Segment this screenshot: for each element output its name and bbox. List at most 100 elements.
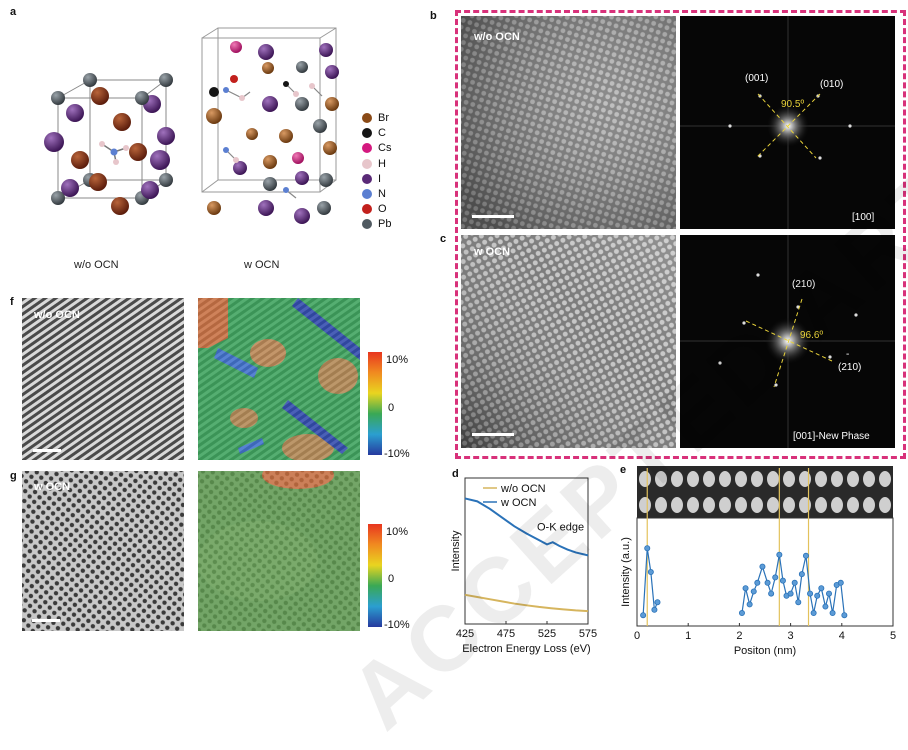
caption-without-ocn: w/o OCN [74,259,119,271]
right-atoms [206,41,339,224]
spot-label-210: (210) [792,279,816,290]
legend-label: N [378,188,386,200]
legend-item-c: C [362,127,386,139]
panel-label-d: d [452,468,459,480]
x-tick-label: 5 [890,630,896,642]
zone-axis-c: [001]-New Phase [793,431,870,442]
colorbar-g-zero: 0 [388,573,395,585]
spot-label-210-bar: (210) [838,362,862,373]
legend-item-i: I [362,173,381,185]
legend-swatch [362,189,372,199]
angle-label-b: 90.5º [781,99,805,110]
legend-label: I [378,172,382,185]
highlight-box [455,10,906,459]
label-f-without-ocn: w/o OCN [34,309,80,321]
y-axis-label: Intensity (a.u.) [620,537,632,607]
legend-label: C [378,127,386,140]
data-point [654,599,661,606]
data-point [829,610,836,617]
panel-label-c: c [440,233,447,245]
hrtem-without-ocn [22,298,184,460]
data-point [822,603,829,610]
data-point [644,545,651,552]
annotation: O-K edge [537,521,584,533]
caption-with-ocn: w OCN [244,259,280,271]
legend-label: w OCN [500,497,537,509]
data-point [841,612,848,619]
x-tick-label: 525 [538,628,556,640]
colorbar-g [368,524,382,627]
strain-map-without-ocn [198,298,360,460]
series-line-0 [464,593,589,613]
scale-bar [472,215,514,218]
data-point [754,579,761,586]
colorbar-g-min: -10% [384,619,410,631]
fft-without-ocn [680,16,895,229]
data-point [759,563,766,570]
data-point [814,592,821,599]
chart-eels: 425 475 525 575 Electron Energy Loss (eV) Int… [450,477,597,655]
tem-label-without-ocn: w/o OCN [474,31,520,43]
x-tick-label: 425 [456,628,474,640]
panel-label-e: e [620,464,627,476]
legend-item-pb: Pb [362,218,391,230]
data-point [798,571,805,578]
legend-item-n: N [362,188,386,200]
data-point [768,590,775,597]
spot-label-010: (010) [820,79,844,90]
tem-image-with-ocn [461,235,676,448]
data-point [776,551,783,558]
fft-with-ocn [680,235,895,448]
profile-line [642,548,659,616]
spot-label-001: (001) [745,73,769,84]
colorbar-f-zero: 0 [388,402,395,414]
profile-image [637,466,893,518]
data-point [746,601,753,608]
crystal-structures [44,27,339,224]
x-tick-label: 2 [736,630,742,642]
scale-bar [32,619,60,622]
panel-label-b: b [430,10,437,22]
legend-swatch [362,143,372,154]
data-point [818,585,825,592]
x-tick-label: 475 [497,628,515,640]
colorbar-f-min: -10% [384,448,410,460]
data-point [742,585,749,592]
x-tick-label: 575 [579,628,597,640]
legend-swatch [362,113,372,123]
label-g-with-ocn: w OCN [34,481,71,493]
plot-frame [464,477,589,625]
panel-label-g: g [10,470,17,482]
data-point [825,590,832,597]
data-point [779,577,786,584]
legend-swatch [362,128,372,139]
data-point [772,574,779,581]
legend-label: H [378,157,386,170]
zone-axis-b: [100] [852,212,875,223]
x-tick-label: 1 [685,630,691,642]
legend-label: Pb [378,218,392,231]
angle-label-c: 96.6º [800,330,824,341]
data-point [651,606,658,613]
legend-swatch [362,158,372,169]
colorbar-g-max: 10% [386,526,409,538]
data-point [807,590,814,597]
y-axis-label: Intensity [450,530,462,571]
legend-swatch [362,204,372,215]
x-tick-label: 4 [839,630,845,642]
left-atoms [44,73,175,215]
x-tick-label: 0 [634,630,640,642]
colorbar-f [368,352,382,455]
x-axis-label: Positon (nm) [734,645,796,657]
data-point [640,612,647,619]
data-point [791,579,798,586]
data-point [795,599,802,606]
series-line-1 [464,497,589,557]
data-point [750,588,757,595]
data-point [810,610,817,617]
data-point [738,610,745,617]
x-axis-label: Electron Energy Loss (eV) [462,643,590,655]
legend-label: Cs [378,142,392,155]
data-point [837,579,844,586]
spot-label-210-bar-mark: - [846,349,850,360]
